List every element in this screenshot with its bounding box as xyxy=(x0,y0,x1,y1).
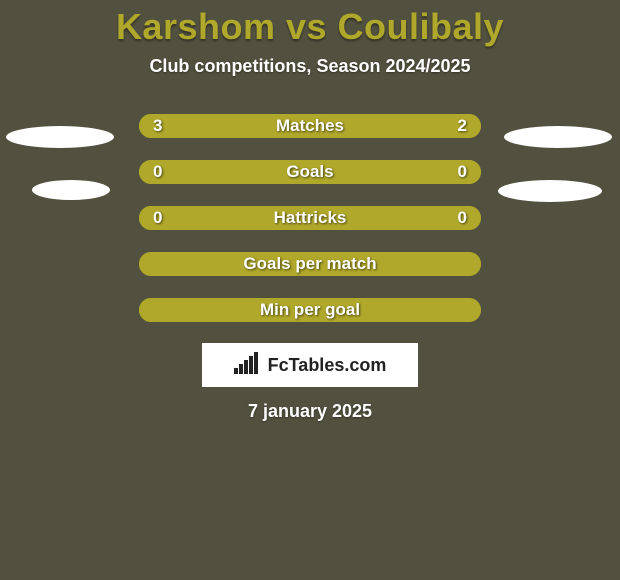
content: Karshom vs Coulibaly Club competitions, … xyxy=(0,0,620,422)
bar-label: Matches xyxy=(139,114,481,138)
stat-bar: Matches3 2 xyxy=(139,114,481,138)
date-text: 7 january 2025 xyxy=(0,401,620,422)
bar-label: Goals per match xyxy=(139,252,481,276)
value-right: 0 xyxy=(447,206,477,230)
logo-box: FcTables.com xyxy=(202,343,418,387)
placeholder-ellipse xyxy=(504,126,612,148)
stat-bar: Min per goal xyxy=(139,298,481,322)
stat-bar: Goals0 0 xyxy=(139,160,481,184)
bar-label: Goals xyxy=(139,160,481,184)
stat-bar: Hattricks0 0 xyxy=(139,206,481,230)
value-right: 2 xyxy=(447,114,477,138)
logo-text: FcTables.com xyxy=(268,355,387,376)
stat-row: Goals per match xyxy=(0,241,620,287)
bar-label: Min per goal xyxy=(139,298,481,322)
stat-bar: Goals per match xyxy=(139,252,481,276)
value-left: 3 xyxy=(143,114,173,138)
placeholder-ellipse xyxy=(6,126,114,148)
value-left: 0 xyxy=(143,160,173,184)
value-right: 0 xyxy=(447,160,477,184)
placeholder-ellipse xyxy=(32,180,110,200)
subtitle: Club competitions, Season 2024/2025 xyxy=(0,56,620,77)
stat-row: Min per goal xyxy=(0,287,620,333)
stat-row: Hattricks0 0 xyxy=(0,195,620,241)
bar-label: Hattricks xyxy=(139,206,481,230)
value-left: 0 xyxy=(143,206,173,230)
placeholder-ellipse xyxy=(498,180,602,202)
chart-bars-icon xyxy=(234,352,262,379)
page-title: Karshom vs Coulibaly xyxy=(0,6,620,48)
